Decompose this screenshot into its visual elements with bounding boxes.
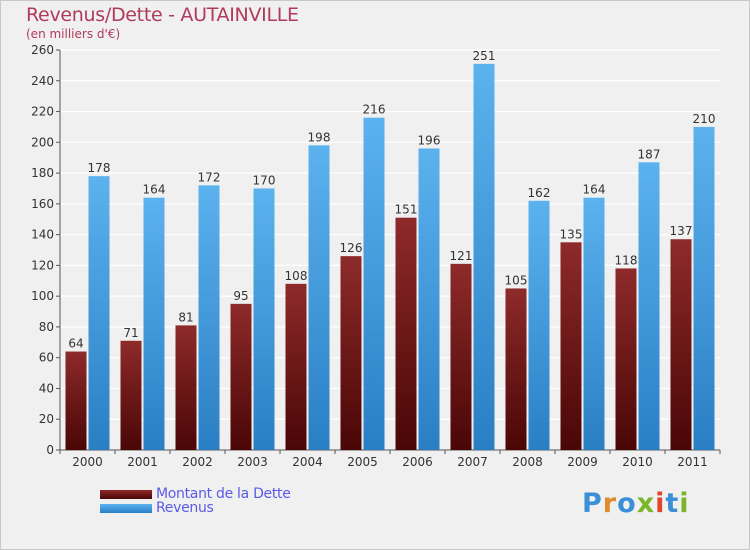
bar-debt-2007 [450, 263, 472, 450]
bar-debt-2000 [65, 351, 87, 450]
bar-debt-2006 [395, 217, 417, 450]
data-label-debt: 135 [560, 227, 583, 241]
data-label-revenus: 251 [473, 49, 496, 63]
x-tick-label: 2009 [567, 455, 598, 469]
data-label-debt: 121 [450, 249, 473, 263]
proxiti-logo: Proxiti [582, 488, 690, 519]
logo-letter: i [655, 488, 666, 519]
y-tick-label: 100 [31, 289, 54, 303]
y-tick-label: 60 [39, 351, 54, 365]
x-tick-label: 2001 [127, 455, 158, 469]
data-label-debt: 95 [233, 289, 248, 303]
data-label-debt: 137 [670, 224, 693, 238]
x-tick-label: 2007 [457, 455, 488, 469]
logo-letter: t [665, 488, 680, 519]
bar-debt-2004 [285, 283, 307, 450]
data-label-revenus: 178 [88, 161, 111, 175]
data-label-debt: 81 [178, 310, 193, 324]
y-tick-label: 160 [31, 197, 54, 211]
bar-revenus-2005 [363, 117, 385, 450]
data-label-debt: 151 [395, 203, 418, 217]
data-label-revenus: 187 [638, 147, 661, 161]
plot-area [60, 50, 720, 450]
bar-revenus-2007 [473, 63, 495, 450]
data-label-revenus: 198 [308, 130, 331, 144]
bar-debt-2005 [340, 256, 362, 450]
bar-debt-2009 [560, 242, 582, 450]
logo-letter: o [617, 488, 637, 519]
bar-revenus-2009 [583, 197, 605, 450]
y-tick-label: 220 [31, 105, 54, 119]
y-tick-label: 140 [31, 228, 54, 242]
x-tick-label: 2006 [402, 455, 433, 469]
logo-letter: r [602, 488, 618, 519]
legend-swatch-revenus [100, 504, 152, 513]
bar-debt-2002 [175, 325, 197, 450]
bar-revenus-2004 [308, 145, 330, 450]
y-tick-label: 260 [31, 43, 54, 57]
x-tick-label: 2008 [512, 455, 543, 469]
data-label-revenus: 172 [198, 170, 221, 184]
y-tick-label: 20 [39, 412, 54, 426]
legend-label-revenus: Revenus [156, 500, 214, 516]
logo-letter: i [679, 488, 690, 519]
bar-revenus-2008 [528, 200, 550, 450]
x-tick-label: 2002 [182, 455, 213, 469]
data-label-revenus: 164 [143, 183, 166, 197]
bar-debt-2011 [670, 239, 692, 450]
data-label-revenus: 164 [583, 183, 606, 197]
x-tick-label: 2000 [72, 455, 103, 469]
bar-revenus-2011 [693, 126, 715, 450]
data-label-debt: 118 [615, 253, 638, 267]
x-tick-label: 2011 [677, 455, 708, 469]
y-tick-label: 80 [39, 320, 54, 334]
data-label-revenus: 196 [418, 133, 441, 147]
bar-revenus-2010 [638, 162, 660, 451]
bar-debt-2003 [230, 303, 252, 450]
bar-revenus-2002 [198, 185, 220, 450]
x-tick-label: 2010 [622, 455, 653, 469]
data-label-debt: 71 [123, 326, 138, 340]
data-label-revenus: 170 [253, 173, 276, 187]
y-tick-label: 180 [31, 166, 54, 180]
y-tick-label: 240 [31, 74, 54, 88]
bar-debt-2010 [615, 268, 637, 450]
y-tick-label: 40 [39, 381, 54, 395]
data-label-debt: 108 [285, 269, 308, 283]
data-label-debt: 64 [68, 337, 83, 351]
logo-letter: P [582, 488, 603, 519]
bar-revenus-2000 [88, 176, 110, 450]
x-tick-label: 2005 [347, 455, 378, 469]
bar-debt-2008 [505, 288, 527, 450]
bar-revenus-2001 [143, 197, 165, 450]
data-label-revenus: 162 [528, 186, 551, 200]
legend-label-debt: Montant de la Dette [156, 486, 291, 502]
y-tick-label: 200 [31, 135, 54, 149]
data-label-revenus: 210 [693, 112, 716, 126]
data-label-revenus: 216 [363, 103, 386, 117]
data-label-debt: 105 [505, 273, 528, 287]
bar-debt-2001 [120, 340, 142, 450]
y-tick-label: 0 [46, 443, 54, 457]
legend-swatch-debt [100, 490, 152, 499]
bar-revenus-2006 [418, 148, 440, 450]
chart-title: Revenus/Dette - AUTAINVILLE [26, 4, 299, 26]
y-tick-label: 120 [31, 258, 54, 272]
logo-letter: x [636, 488, 656, 519]
bar-revenus-2003 [253, 188, 275, 450]
x-tick-label: 2003 [237, 455, 268, 469]
chart-subtitle: (en milliers d'€) [26, 27, 121, 41]
x-tick-label: 2004 [292, 455, 323, 469]
data-label-debt: 126 [340, 241, 363, 255]
